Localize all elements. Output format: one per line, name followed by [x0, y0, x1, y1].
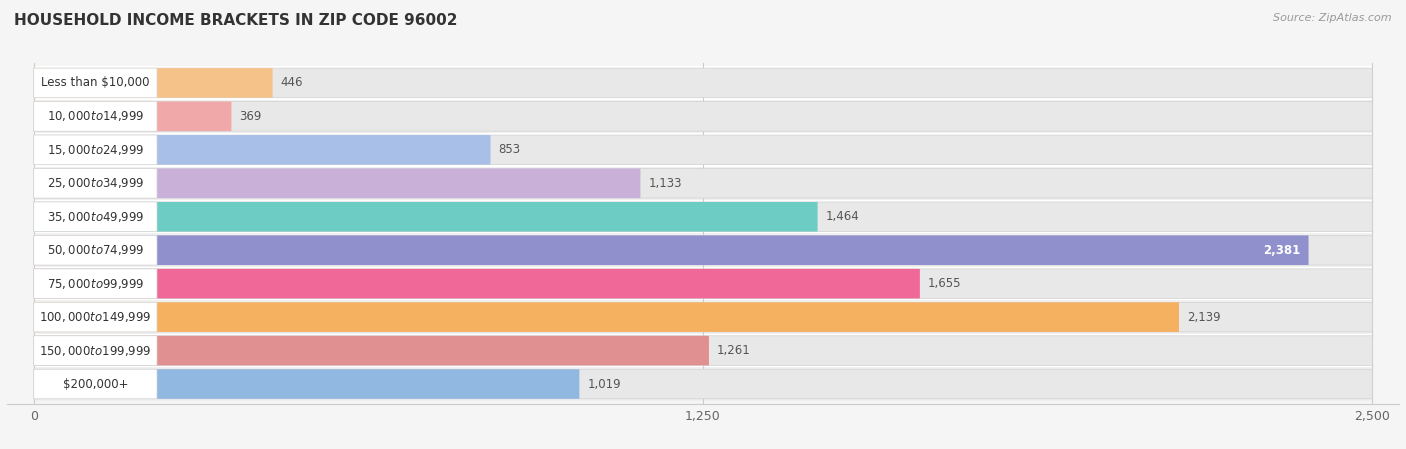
- Text: 1,133: 1,133: [648, 177, 682, 190]
- Text: $10,000 to $14,999: $10,000 to $14,999: [46, 110, 143, 123]
- Text: $50,000 to $74,999: $50,000 to $74,999: [46, 243, 143, 257]
- FancyBboxPatch shape: [34, 302, 157, 332]
- FancyBboxPatch shape: [34, 68, 273, 98]
- Text: 369: 369: [239, 110, 262, 123]
- Text: Less than $10,000: Less than $10,000: [41, 76, 149, 89]
- FancyBboxPatch shape: [34, 369, 1372, 399]
- FancyBboxPatch shape: [34, 302, 1180, 332]
- Text: $35,000 to $49,999: $35,000 to $49,999: [46, 210, 143, 224]
- FancyBboxPatch shape: [34, 168, 157, 198]
- FancyBboxPatch shape: [34, 336, 157, 365]
- FancyBboxPatch shape: [34, 202, 818, 232]
- Text: $15,000 to $24,999: $15,000 to $24,999: [46, 143, 143, 157]
- FancyBboxPatch shape: [34, 202, 1372, 232]
- FancyBboxPatch shape: [34, 101, 157, 131]
- Text: 2,381: 2,381: [1263, 244, 1301, 257]
- FancyBboxPatch shape: [34, 235, 1372, 265]
- FancyBboxPatch shape: [34, 202, 157, 232]
- Text: $25,000 to $34,999: $25,000 to $34,999: [46, 176, 143, 190]
- FancyBboxPatch shape: [34, 135, 1372, 165]
- Bar: [34, 200, 1372, 233]
- Text: 1,261: 1,261: [717, 344, 751, 357]
- FancyBboxPatch shape: [34, 68, 1372, 98]
- FancyBboxPatch shape: [34, 168, 1372, 198]
- Text: 853: 853: [499, 143, 520, 156]
- FancyBboxPatch shape: [34, 101, 232, 131]
- Text: HOUSEHOLD INCOME BRACKETS IN ZIP CODE 96002: HOUSEHOLD INCOME BRACKETS IN ZIP CODE 96…: [14, 13, 457, 28]
- Bar: [34, 300, 1372, 334]
- Text: $150,000 to $199,999: $150,000 to $199,999: [39, 343, 152, 357]
- Text: 446: 446: [281, 76, 304, 89]
- Bar: [34, 66, 1372, 100]
- Text: 1,655: 1,655: [928, 277, 962, 290]
- Text: 1,019: 1,019: [588, 378, 621, 391]
- FancyBboxPatch shape: [34, 336, 1372, 365]
- Bar: [34, 334, 1372, 367]
- Text: 2,139: 2,139: [1187, 311, 1220, 324]
- FancyBboxPatch shape: [34, 302, 1372, 332]
- Text: Source: ZipAtlas.com: Source: ZipAtlas.com: [1274, 13, 1392, 23]
- FancyBboxPatch shape: [34, 135, 157, 165]
- Bar: [34, 100, 1372, 133]
- FancyBboxPatch shape: [34, 168, 640, 198]
- FancyBboxPatch shape: [34, 369, 579, 399]
- Text: $100,000 to $149,999: $100,000 to $149,999: [39, 310, 152, 324]
- Bar: [34, 267, 1372, 300]
- FancyBboxPatch shape: [34, 101, 1372, 131]
- FancyBboxPatch shape: [34, 269, 157, 299]
- Bar: [34, 233, 1372, 267]
- FancyBboxPatch shape: [34, 369, 157, 399]
- Text: $75,000 to $99,999: $75,000 to $99,999: [46, 277, 143, 291]
- Bar: [34, 367, 1372, 401]
- Bar: [34, 167, 1372, 200]
- Bar: [34, 133, 1372, 167]
- FancyBboxPatch shape: [34, 68, 157, 98]
- FancyBboxPatch shape: [34, 269, 920, 299]
- FancyBboxPatch shape: [34, 135, 491, 165]
- FancyBboxPatch shape: [34, 235, 157, 265]
- FancyBboxPatch shape: [34, 336, 709, 365]
- Text: $200,000+: $200,000+: [63, 378, 128, 391]
- FancyBboxPatch shape: [34, 269, 1372, 299]
- FancyBboxPatch shape: [34, 235, 1309, 265]
- Text: 1,464: 1,464: [825, 210, 859, 223]
